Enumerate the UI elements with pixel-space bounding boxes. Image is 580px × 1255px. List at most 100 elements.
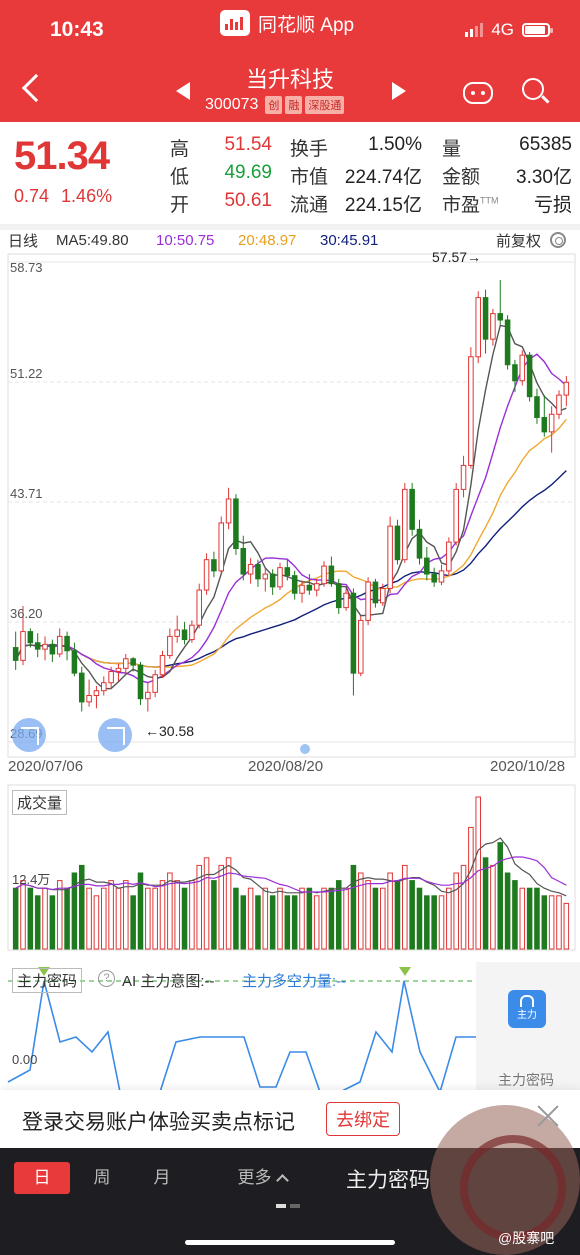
volume-bar: [541, 895, 548, 950]
candle-body: [181, 629, 188, 641]
candle-body: [475, 297, 481, 358]
candle-body: [534, 396, 540, 418]
tab-main-force[interactable]: 主力密码: [346, 1169, 430, 1192]
ma-lines: [15, 324, 567, 690]
candle-body: [556, 394, 562, 415]
ma10-line: [15, 353, 567, 684]
candle-body: [108, 671, 114, 684]
candle-body: [189, 624, 195, 641]
volume-bar: [343, 887, 349, 950]
scroll-indicator[interactable]: [300, 744, 310, 754]
main-force-unlock-panel[interactable]: 主力 主力密码: [476, 962, 580, 1092]
status-app-indicator[interactable]: 同花顺 App: [220, 9, 354, 37]
volume-bar: [174, 880, 180, 950]
candle-body: [291, 575, 298, 594]
next-stock-icon[interactable]: [392, 82, 406, 100]
divider: [0, 224, 580, 230]
main-force-label[interactable]: 主力密码: [12, 968, 83, 993]
volume-bar: [233, 887, 239, 950]
prev-stock-icon[interactable]: [176, 82, 190, 100]
quote-panel: 51.34 0.74 1.46% 高 51.54 低 49.69 开 50.61…: [0, 122, 580, 224]
volume-value: 65385: [519, 134, 572, 155]
candle-body: [343, 592, 349, 609]
candle-body: [321, 565, 327, 585]
candle-body: [123, 658, 129, 669]
period-label: 日线: [8, 232, 39, 250]
volume-bar: [225, 857, 232, 950]
bind-account-button[interactable]: 去绑定: [326, 1102, 400, 1136]
search-icon[interactable]: [522, 78, 544, 100]
volume-bar: [269, 895, 276, 950]
network-type: 4G: [491, 20, 514, 39]
low-value: 49.69: [224, 162, 272, 183]
tag-chuang: 创: [265, 96, 283, 114]
close-icon[interactable]: [536, 1104, 560, 1128]
status-time: 10:43: [50, 18, 104, 41]
volume-bar: [556, 895, 562, 950]
volume-bar: [159, 880, 166, 950]
candle-body: [372, 581, 379, 604]
tag-shengutong: 深股通: [305, 96, 345, 114]
candle-body: [563, 381, 570, 396]
volume-bars: [12, 796, 570, 950]
signal-icon: [465, 23, 484, 37]
candle-body: [262, 573, 269, 580]
volume-bar: [306, 887, 313, 950]
volume-label: 量: [442, 139, 462, 160]
tab-month[interactable]: 月: [153, 1168, 171, 1187]
help-icon[interactable]: ?: [98, 970, 115, 987]
mktcap-label: 市值: [290, 167, 329, 188]
zoom-in-button[interactable]: [98, 718, 132, 752]
volume-bar: [108, 880, 114, 950]
ma30-value: 30:45.91: [320, 231, 379, 249]
volume-bar: [115, 887, 122, 950]
candle-body: [49, 643, 56, 655]
zoom-out-button[interactable]: [12, 718, 46, 752]
candle-body: [137, 664, 144, 700]
volume-bar: [416, 887, 423, 950]
candle-body: [365, 581, 371, 621]
volume-bar: [181, 887, 188, 950]
change-value: 0.74: [14, 186, 50, 206]
candle-body: [93, 690, 100, 697]
robot-assistant-icon[interactable]: [463, 82, 493, 104]
candle-body: [482, 297, 489, 340]
pe-ttm: TTM: [480, 195, 499, 206]
candle-body: [504, 319, 511, 366]
main-force-power: 主力多空力量:--: [242, 973, 347, 990]
volume-bar: [130, 895, 136, 950]
candle-body: [424, 557, 430, 575]
gear-icon[interactable]: [550, 232, 566, 248]
tab-week[interactable]: 周: [93, 1168, 111, 1187]
candle-body: [20, 631, 26, 661]
current-price: 51.34: [14, 134, 110, 178]
watermark-logo-icon: [430, 1105, 580, 1255]
volume-bar: [357, 872, 364, 950]
candle-body: [313, 583, 320, 591]
candle-body: [306, 584, 313, 591]
candle-body: [269, 573, 276, 588]
stock-subtitle: 300073 创 融 深股通: [205, 96, 345, 114]
volume-bar: [482, 857, 489, 950]
volume-tick: 12.4万: [12, 872, 50, 887]
volume-bar: [189, 880, 195, 950]
candle-body: [34, 642, 41, 650]
change-percent: 1.46%: [61, 186, 113, 206]
tab-more[interactable]: 更多: [222, 1162, 302, 1194]
tab-day[interactable]: 日: [14, 1162, 70, 1194]
volume-bar: [86, 887, 92, 950]
volume-bar: [365, 880, 371, 950]
candle-body: [130, 658, 136, 666]
candle-body: [101, 682, 107, 692]
pe-label: 市盈TTM: [442, 190, 499, 217]
volume-indicator-label[interactable]: 成交量: [12, 790, 68, 815]
price-frame: [7, 253, 576, 758]
volume-bar: [203, 857, 210, 950]
candle-body: [247, 563, 254, 575]
mf-signal-arrow-1: [38, 967, 50, 976]
candle-body: [468, 356, 474, 466]
candle-body: [203, 559, 210, 591]
volume-bar: [512, 880, 518, 950]
adjust-mode[interactable]: 前复权: [496, 232, 542, 250]
